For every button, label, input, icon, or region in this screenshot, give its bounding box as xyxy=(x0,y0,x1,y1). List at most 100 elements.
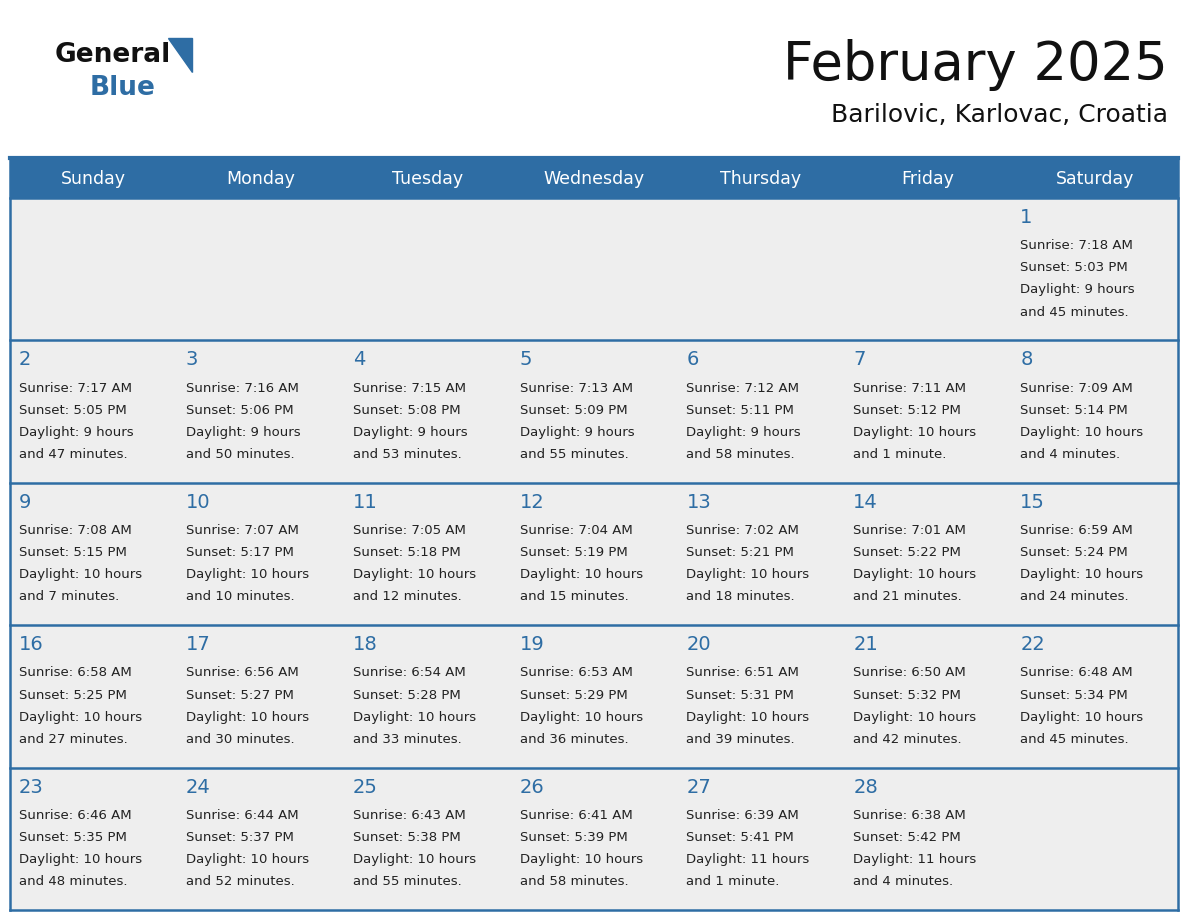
Text: 14: 14 xyxy=(853,493,878,512)
Text: Daylight: 9 hours: Daylight: 9 hours xyxy=(687,426,801,439)
Text: and 45 minutes.: and 45 minutes. xyxy=(1020,306,1129,319)
Text: Sunrise: 6:41 AM: Sunrise: 6:41 AM xyxy=(519,809,632,822)
Text: Daylight: 10 hours: Daylight: 10 hours xyxy=(185,711,309,723)
Text: 19: 19 xyxy=(519,635,544,655)
Text: 10: 10 xyxy=(185,493,210,512)
Text: and 48 minutes.: and 48 minutes. xyxy=(19,875,127,888)
Text: Sunset: 5:05 PM: Sunset: 5:05 PM xyxy=(19,404,127,417)
Text: Sunset: 5:11 PM: Sunset: 5:11 PM xyxy=(687,404,795,417)
Text: and 53 minutes.: and 53 minutes. xyxy=(353,448,461,461)
Text: Monday: Monday xyxy=(226,170,295,188)
Text: 9: 9 xyxy=(19,493,31,512)
Text: Sunrise: 6:38 AM: Sunrise: 6:38 AM xyxy=(853,809,966,822)
Text: Sunrise: 6:54 AM: Sunrise: 6:54 AM xyxy=(353,666,466,679)
Text: and 52 minutes.: and 52 minutes. xyxy=(185,875,295,888)
Text: Sunrise: 6:59 AM: Sunrise: 6:59 AM xyxy=(1020,524,1133,537)
Text: Daylight: 10 hours: Daylight: 10 hours xyxy=(185,853,309,866)
Text: Sunrise: 6:58 AM: Sunrise: 6:58 AM xyxy=(19,666,132,679)
Text: Tuesday: Tuesday xyxy=(392,170,462,188)
Text: Sunset: 5:42 PM: Sunset: 5:42 PM xyxy=(853,831,961,844)
Text: and 30 minutes.: and 30 minutes. xyxy=(185,733,295,745)
Text: Sunset: 5:39 PM: Sunset: 5:39 PM xyxy=(519,831,627,844)
Text: and 58 minutes.: and 58 minutes. xyxy=(519,875,628,888)
Text: Sunrise: 7:12 AM: Sunrise: 7:12 AM xyxy=(687,382,800,395)
Text: and 15 minutes.: and 15 minutes. xyxy=(519,590,628,603)
Text: and 24 minutes.: and 24 minutes. xyxy=(1020,590,1129,603)
Text: and 1 minute.: and 1 minute. xyxy=(687,875,779,888)
Text: Sunset: 5:34 PM: Sunset: 5:34 PM xyxy=(1020,688,1127,701)
Text: 13: 13 xyxy=(687,493,712,512)
Bar xyxy=(10,625,1178,767)
Text: and 47 minutes.: and 47 minutes. xyxy=(19,448,127,461)
Text: Daylight: 10 hours: Daylight: 10 hours xyxy=(1020,426,1143,439)
Text: Sunrise: 6:46 AM: Sunrise: 6:46 AM xyxy=(19,809,132,822)
Text: Sunset: 5:25 PM: Sunset: 5:25 PM xyxy=(19,688,127,701)
Text: Daylight: 10 hours: Daylight: 10 hours xyxy=(519,568,643,581)
Text: Daylight: 10 hours: Daylight: 10 hours xyxy=(687,568,809,581)
Text: and 50 minutes.: and 50 minutes. xyxy=(185,448,295,461)
Text: Sunrise: 7:07 AM: Sunrise: 7:07 AM xyxy=(185,524,298,537)
Text: Daylight: 10 hours: Daylight: 10 hours xyxy=(519,711,643,723)
Text: Daylight: 9 hours: Daylight: 9 hours xyxy=(519,426,634,439)
Text: Sunset: 5:17 PM: Sunset: 5:17 PM xyxy=(185,546,293,559)
Text: Daylight: 10 hours: Daylight: 10 hours xyxy=(185,568,309,581)
Text: Sunset: 5:24 PM: Sunset: 5:24 PM xyxy=(1020,546,1127,559)
Text: and 7 minutes.: and 7 minutes. xyxy=(19,590,119,603)
Text: 17: 17 xyxy=(185,635,210,655)
Text: Sunrise: 7:08 AM: Sunrise: 7:08 AM xyxy=(19,524,132,537)
Text: 1: 1 xyxy=(1020,208,1032,227)
Text: Blue: Blue xyxy=(90,75,156,101)
Bar xyxy=(10,483,1178,625)
Text: 23: 23 xyxy=(19,778,44,797)
Text: Sunrise: 7:01 AM: Sunrise: 7:01 AM xyxy=(853,524,966,537)
Text: Sunset: 5:06 PM: Sunset: 5:06 PM xyxy=(185,404,293,417)
Text: 21: 21 xyxy=(853,635,878,655)
Text: Daylight: 10 hours: Daylight: 10 hours xyxy=(19,853,143,866)
Text: Sunrise: 6:39 AM: Sunrise: 6:39 AM xyxy=(687,809,800,822)
Text: Sunrise: 7:15 AM: Sunrise: 7:15 AM xyxy=(353,382,466,395)
Text: Daylight: 10 hours: Daylight: 10 hours xyxy=(353,853,476,866)
Text: Sunset: 5:15 PM: Sunset: 5:15 PM xyxy=(19,546,127,559)
Text: Sunrise: 7:04 AM: Sunrise: 7:04 AM xyxy=(519,524,632,537)
Text: 2: 2 xyxy=(19,351,31,369)
Text: and 33 minutes.: and 33 minutes. xyxy=(353,733,461,745)
Text: Sunrise: 7:05 AM: Sunrise: 7:05 AM xyxy=(353,524,466,537)
Text: Sunrise: 7:17 AM: Sunrise: 7:17 AM xyxy=(19,382,132,395)
Text: and 58 minutes.: and 58 minutes. xyxy=(687,448,795,461)
Text: February 2025: February 2025 xyxy=(783,39,1168,91)
Text: Sunset: 5:22 PM: Sunset: 5:22 PM xyxy=(853,546,961,559)
Text: Daylight: 10 hours: Daylight: 10 hours xyxy=(353,711,476,723)
Text: Daylight: 10 hours: Daylight: 10 hours xyxy=(353,568,476,581)
Text: and 45 minutes.: and 45 minutes. xyxy=(1020,733,1129,745)
Text: 5: 5 xyxy=(519,351,532,369)
Text: Daylight: 9 hours: Daylight: 9 hours xyxy=(353,426,467,439)
Text: Sunset: 5:38 PM: Sunset: 5:38 PM xyxy=(353,831,461,844)
Text: 27: 27 xyxy=(687,778,712,797)
Text: Sunrise: 7:11 AM: Sunrise: 7:11 AM xyxy=(853,382,966,395)
Text: Daylight: 11 hours: Daylight: 11 hours xyxy=(687,853,810,866)
Text: Thursday: Thursday xyxy=(720,170,802,188)
Text: Sunset: 5:28 PM: Sunset: 5:28 PM xyxy=(353,688,461,701)
Text: and 21 minutes.: and 21 minutes. xyxy=(853,590,962,603)
Text: Sunrise: 7:18 AM: Sunrise: 7:18 AM xyxy=(1020,240,1133,252)
Bar xyxy=(10,198,1178,341)
Text: 20: 20 xyxy=(687,635,712,655)
Text: Sunset: 5:09 PM: Sunset: 5:09 PM xyxy=(519,404,627,417)
Text: and 39 minutes.: and 39 minutes. xyxy=(687,733,795,745)
Text: Daylight: 10 hours: Daylight: 10 hours xyxy=(19,568,143,581)
Text: Sunrise: 6:43 AM: Sunrise: 6:43 AM xyxy=(353,809,466,822)
Text: 6: 6 xyxy=(687,351,699,369)
Text: 4: 4 xyxy=(353,351,365,369)
Text: Daylight: 10 hours: Daylight: 10 hours xyxy=(1020,711,1143,723)
Text: 25: 25 xyxy=(353,778,378,797)
Text: General: General xyxy=(55,42,171,68)
Text: and 12 minutes.: and 12 minutes. xyxy=(353,590,461,603)
Text: Daylight: 10 hours: Daylight: 10 hours xyxy=(1020,568,1143,581)
Text: and 27 minutes.: and 27 minutes. xyxy=(19,733,128,745)
Text: Barilovic, Karlovac, Croatia: Barilovic, Karlovac, Croatia xyxy=(830,103,1168,127)
Text: and 4 minutes.: and 4 minutes. xyxy=(853,875,954,888)
Text: 24: 24 xyxy=(185,778,210,797)
Text: Sunset: 5:27 PM: Sunset: 5:27 PM xyxy=(185,688,293,701)
Polygon shape xyxy=(168,38,192,72)
Text: Daylight: 10 hours: Daylight: 10 hours xyxy=(519,853,643,866)
